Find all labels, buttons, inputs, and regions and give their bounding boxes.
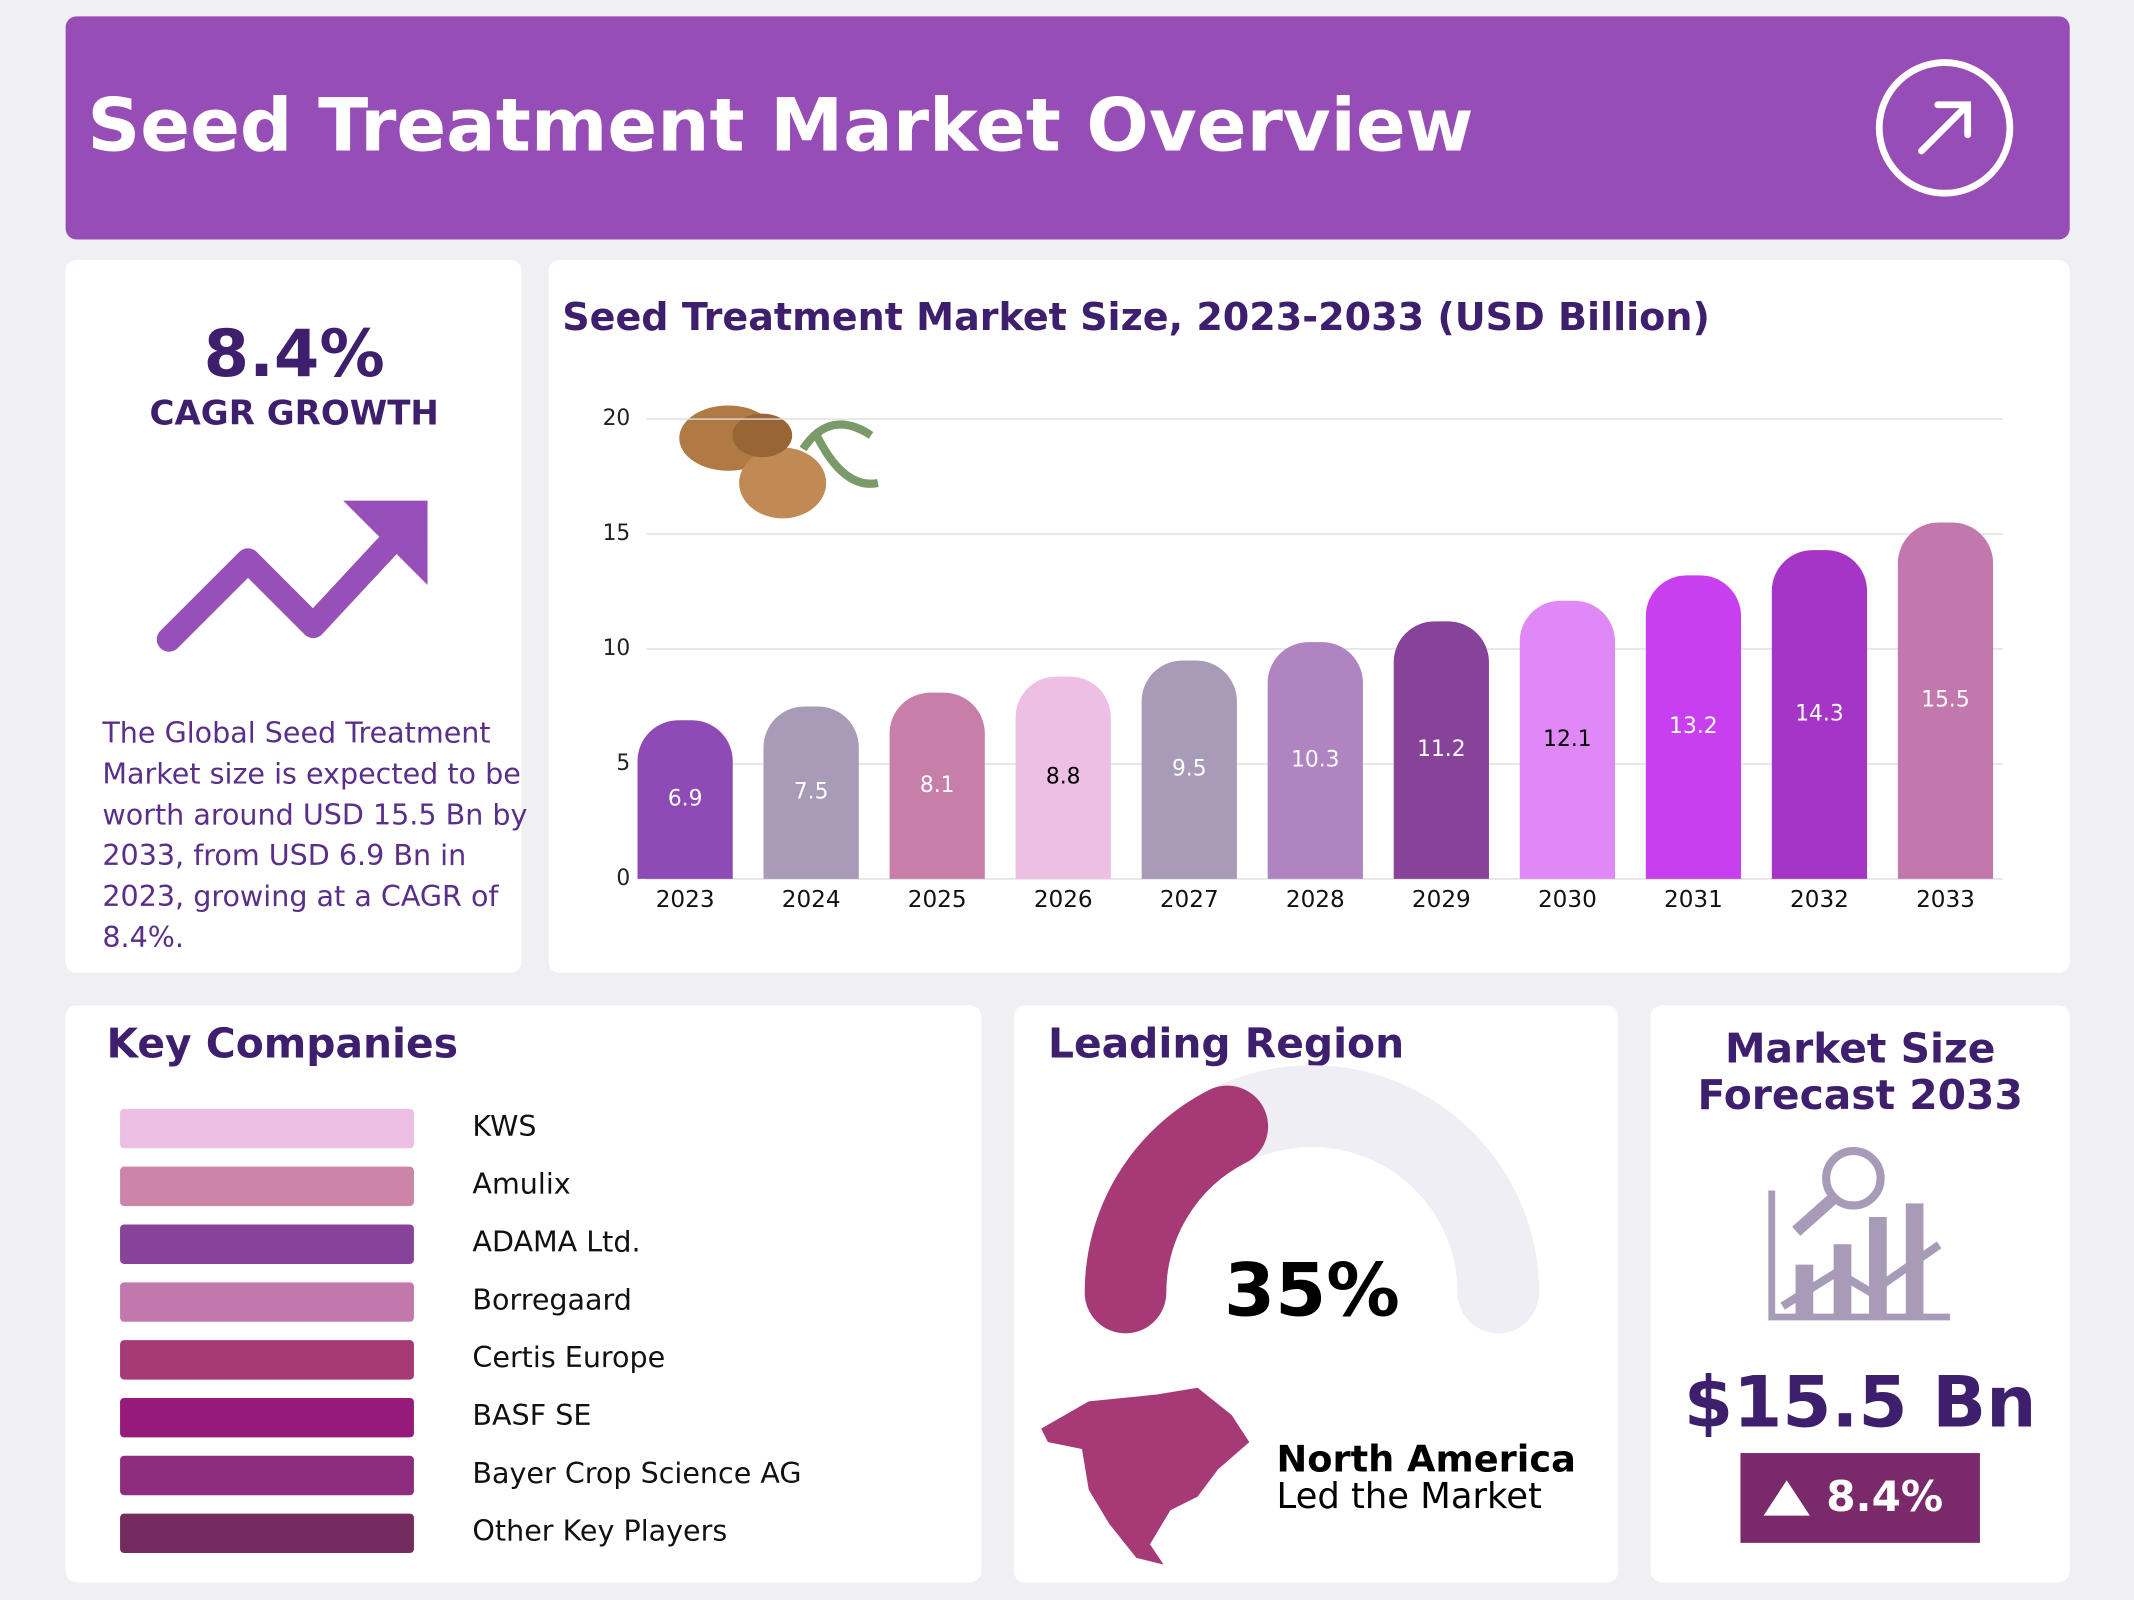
x-tick-label: 2029 [1412, 887, 1471, 913]
bar [1141, 660, 1237, 879]
company-swatch [120, 1224, 414, 1264]
value-label: 14.3 [1795, 702, 1843, 727]
x-tick-label: 2032 [1790, 887, 1849, 913]
description-line: The Global Seed Treatment [101, 716, 490, 750]
bar [889, 692, 985, 879]
bar [1519, 600, 1615, 879]
company-swatch [120, 1166, 414, 1207]
description-line: 2023, growing at a CAGR of [102, 879, 499, 913]
description-line: 2033, from USD 6.9 Bn in [102, 838, 466, 872]
value-label: 6.9 [668, 787, 703, 812]
value-label: 9.5 [1172, 757, 1207, 782]
x-tick-label: 2027 [1160, 887, 1219, 913]
header-icon [1875, 59, 2014, 197]
company-name: KWS [472, 1109, 536, 1143]
region-title: Leading Region [1048, 1019, 1404, 1067]
region-caption: Led the Market [1277, 1476, 1542, 1517]
forecast-title: Market Size [1725, 1025, 1995, 1073]
forecast-value: $15.5 Bn [1684, 1360, 2037, 1443]
region-name: North America [1277, 1438, 1576, 1481]
value-label: 8.8 [1046, 765, 1081, 790]
header [65, 16, 2070, 240]
company-name: Amulix [472, 1167, 570, 1201]
x-tick-label: 2026 [1034, 887, 1093, 913]
bar [1015, 676, 1111, 879]
company-name: Certis Europe [472, 1340, 665, 1374]
x-tick-label: 2028 [1286, 887, 1345, 913]
x-tick-label: 2031 [1664, 887, 1723, 913]
company-swatch [120, 1397, 414, 1438]
x-tick-label: 2033 [1916, 887, 1975, 913]
value-label: 11.2 [1417, 737, 1465, 762]
value-label: 8.1 [920, 773, 955, 798]
bar [1897, 522, 1994, 879]
company-swatch [120, 1108, 414, 1149]
x-tick-label: 2030 [1538, 887, 1597, 913]
companies-panel [65, 1005, 982, 1583]
chart-title: Seed Treatment Market Size, 2023-2033 (U… [562, 295, 1710, 339]
company-swatch [120, 1340, 414, 1380]
company-swatch [120, 1455, 414, 1496]
x-tick-label: 2024 [782, 887, 841, 913]
bar [1645, 575, 1742, 879]
company-swatch [120, 1282, 414, 1322]
gauge-value [1084, 1085, 1269, 1334]
companies-title: Key Companies [106, 1019, 458, 1067]
bar [1393, 621, 1489, 879]
description-line: Market size is expected to be [102, 757, 520, 791]
value-label: 13.2 [1669, 714, 1717, 739]
value-label: 7.5 [794, 780, 829, 805]
seed-illustration [679, 405, 879, 519]
growth-arrow [156, 500, 428, 652]
description-line: worth around USD 15.5 Bn by [102, 797, 527, 831]
cagr-label: CAGR GROWTH [150, 393, 439, 433]
company-swatch [120, 1513, 414, 1554]
bar [763, 706, 859, 879]
y-tick-label: 0 [616, 866, 630, 891]
y-tick-label: 5 [616, 751, 630, 776]
y-tick-label: 20 [603, 406, 631, 431]
company-name: Other Key Players [472, 1514, 727, 1548]
page-title: Seed Treatment Market Overview [87, 84, 1473, 169]
forecast-icon [1768, 1146, 1950, 1321]
company-name: BASF SE [472, 1398, 591, 1432]
company-name: ADAMA Ltd. [472, 1225, 640, 1259]
bar [1771, 550, 1868, 879]
up-triangle [1763, 1480, 1810, 1516]
bar [637, 720, 733, 879]
x-tick-label: 2023 [656, 887, 715, 913]
forecast-title: Forecast 2033 [1698, 1071, 2023, 1119]
forecast-growth: 8.4% [1826, 1472, 1943, 1521]
map [1041, 1387, 1250, 1565]
value-label: 12.1 [1543, 727, 1591, 752]
bar [1267, 642, 1363, 879]
cagr-value: 8.4% [204, 316, 385, 392]
forecast-panel [1650, 1005, 2070, 1583]
company-name: Borregaard [472, 1282, 632, 1316]
y-tick-label: 15 [603, 521, 631, 546]
region-share: 35% [1224, 1248, 1400, 1333]
description-line: 8.4%. [102, 920, 184, 954]
x-tick-label: 2025 [908, 887, 967, 913]
value-label: 15.5 [1921, 688, 1969, 713]
value-label: 10.3 [1291, 747, 1339, 772]
y-tick-label: 10 [603, 636, 631, 661]
company-name: Bayer Crop Science AG [472, 1456, 801, 1490]
